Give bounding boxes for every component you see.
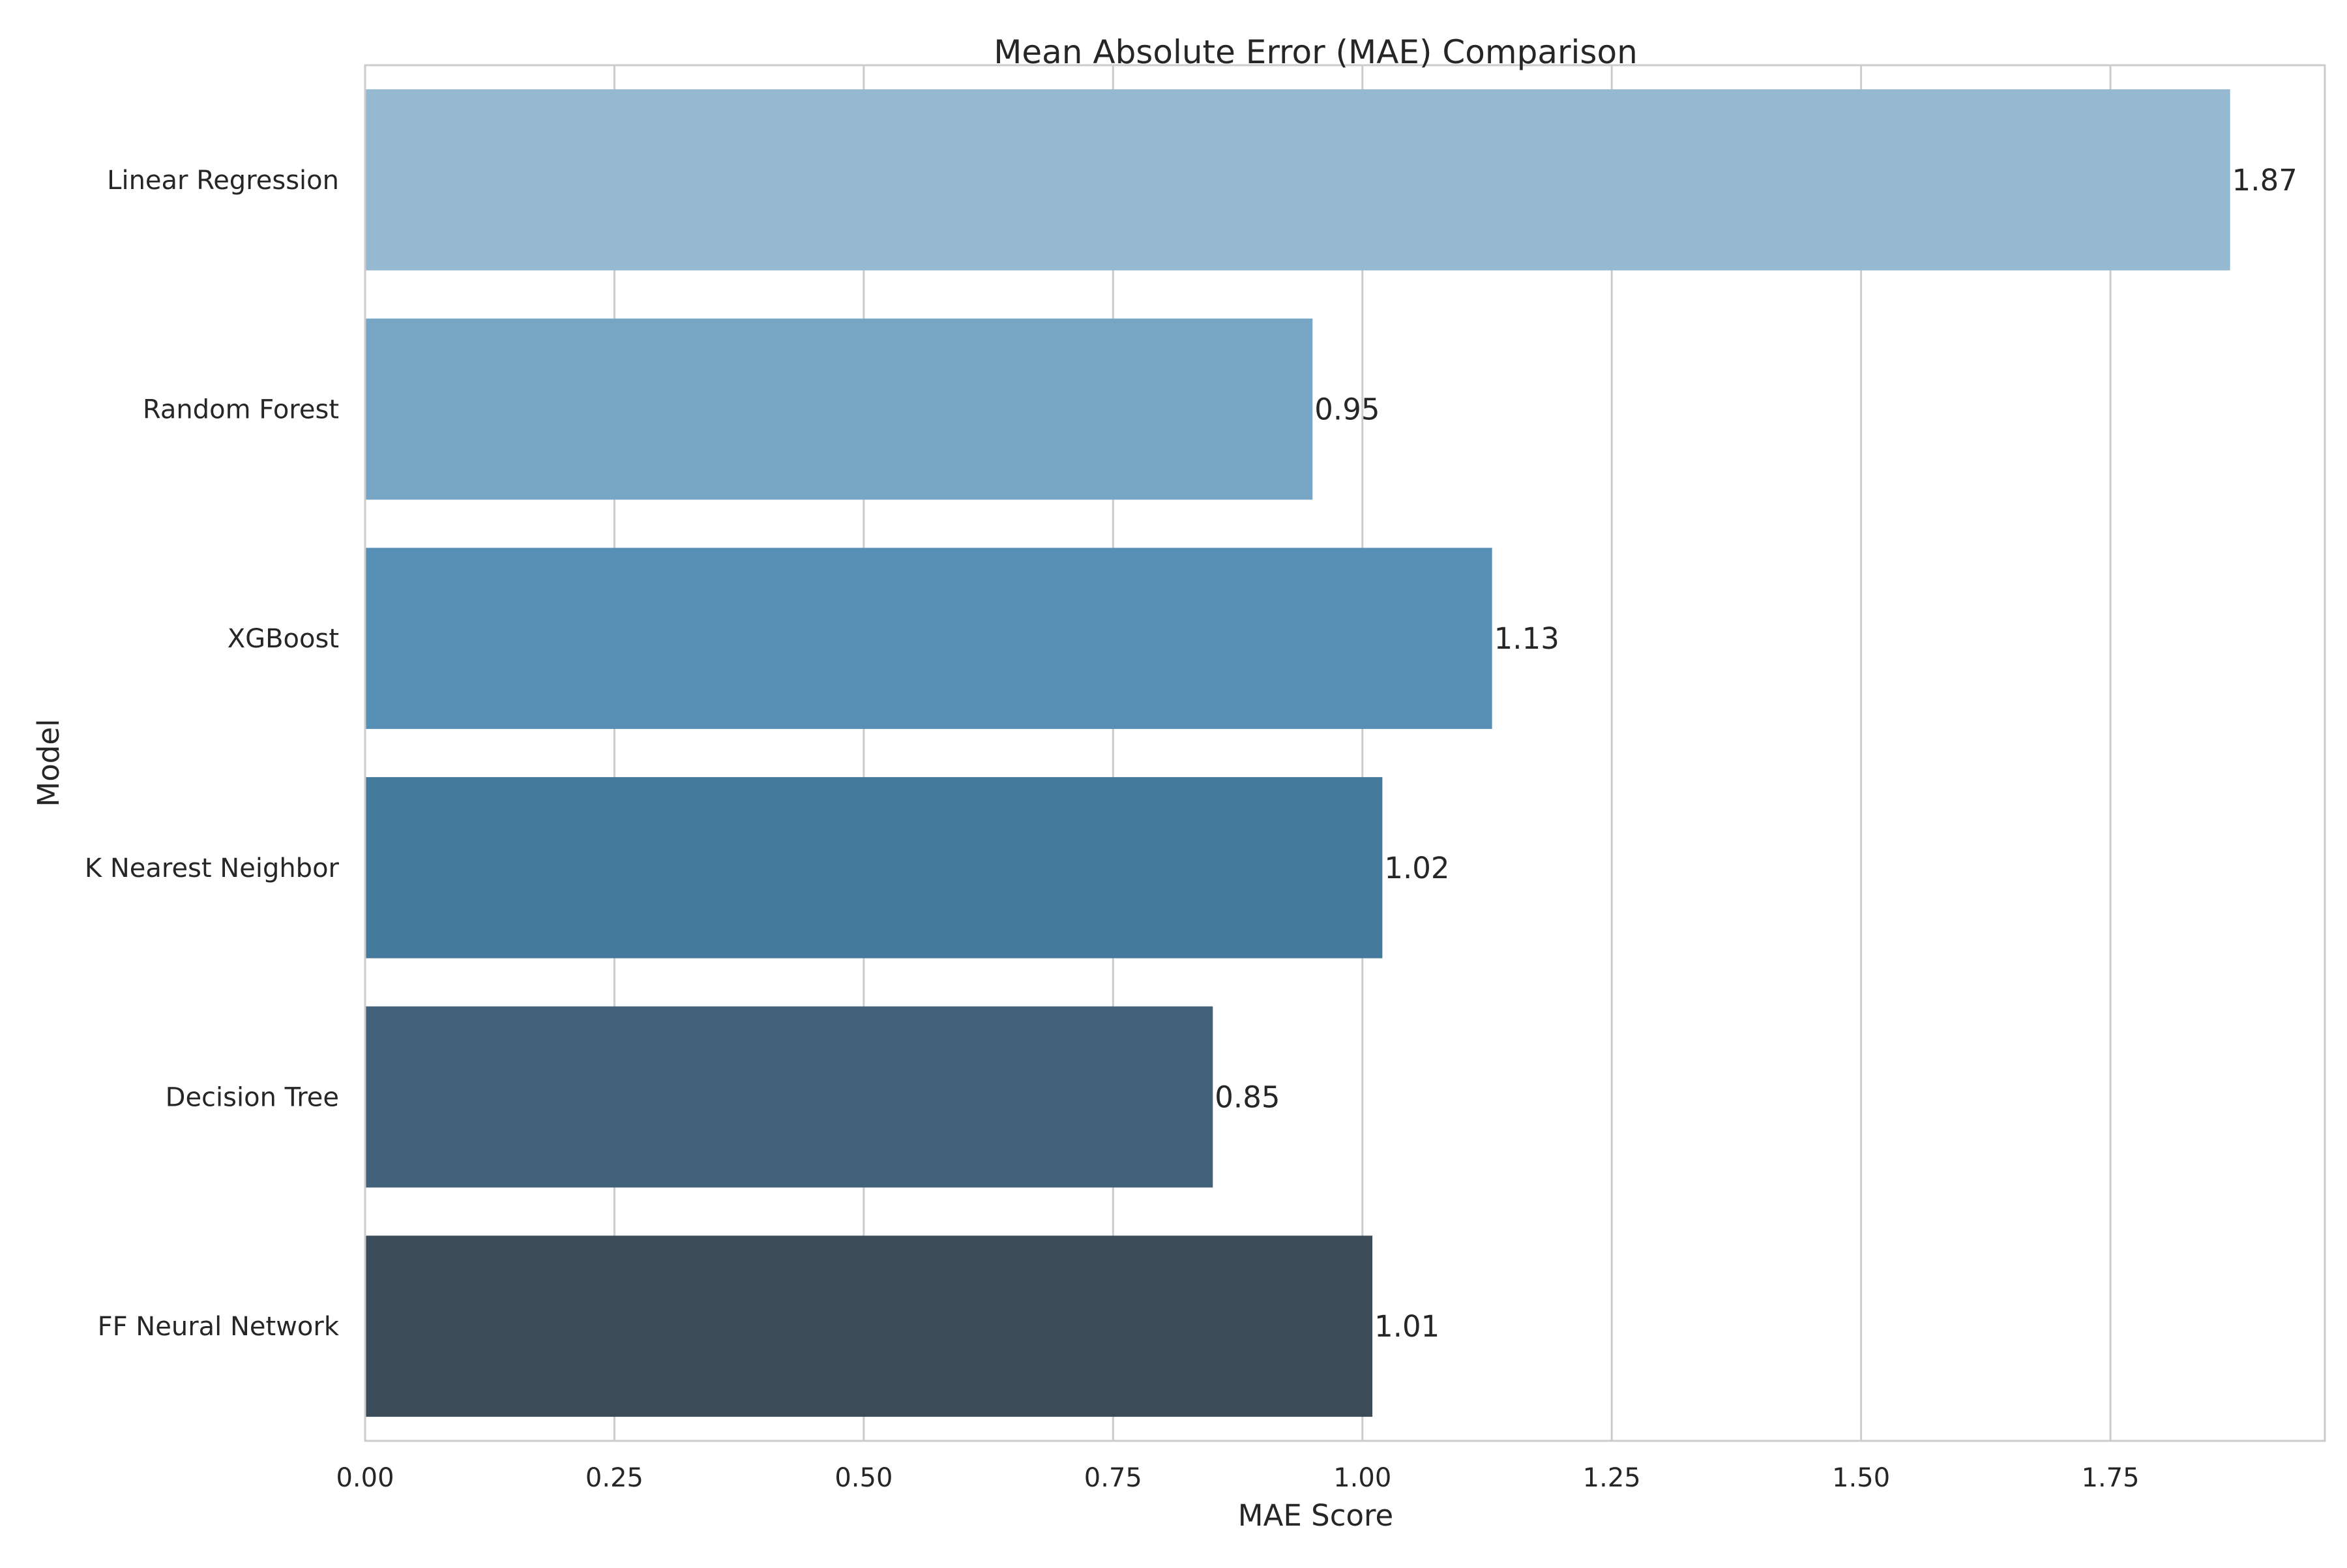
data-label: 1.02 [1384,851,1449,885]
data-labels: 1.87 0.95 1.13 1.02 0.85 1.01 [1215,163,2297,1344]
x-tick-label: 0.75 [1084,1463,1142,1493]
plot-frame [364,64,2326,1442]
x-tick-label: 1.50 [1832,1463,1890,1493]
bar-ff-neural-network [365,1235,1373,1417]
bar-k-nearest-neighbor [365,777,1383,958]
data-label: 0.85 [1215,1080,1280,1115]
y-tick-label: Random Forest [143,395,339,425]
data-label: 1.13 [1494,621,1559,656]
bar-decision-tree [365,1006,1213,1188]
bar-xgboost [365,548,1492,730]
tick-labels: 0.00 0.25 0.50 0.75 1.00 1.25 1.50 1.75 Linear R… [85,166,2140,1493]
x-tick-label: 1.75 [2082,1463,2140,1493]
y-tick-label: XGBoost [228,624,339,654]
y-tick-label: Linear Regression [107,166,339,196]
y-tick-label: FF Neural Network [98,1312,340,1342]
x-tick-label: 1.00 [1333,1463,1391,1493]
y-tick-label: K Nearest Neighbor [85,853,340,883]
data-label: 1.01 [1374,1309,1439,1344]
bar-random-forest [365,318,1313,500]
x-tick-label: 0.50 [834,1463,893,1493]
data-label: 0.95 [1314,392,1380,427]
data-label: 1.87 [2232,163,2297,198]
bars [365,89,2230,1417]
x-tick-label: 0.00 [336,1463,394,1493]
bar-linear-regression [365,89,2230,271]
y-axis-label: Model [31,718,66,806]
x-tick-label: 1.25 [1583,1463,1641,1493]
x-tick-label: 0.25 [585,1463,643,1493]
chart-title: Mean Absolute Error (MAE) Comparison [994,33,1638,71]
x-axis-label: MAE Score [1238,1498,1393,1533]
y-tick-label: Decision Tree [166,1083,339,1113]
